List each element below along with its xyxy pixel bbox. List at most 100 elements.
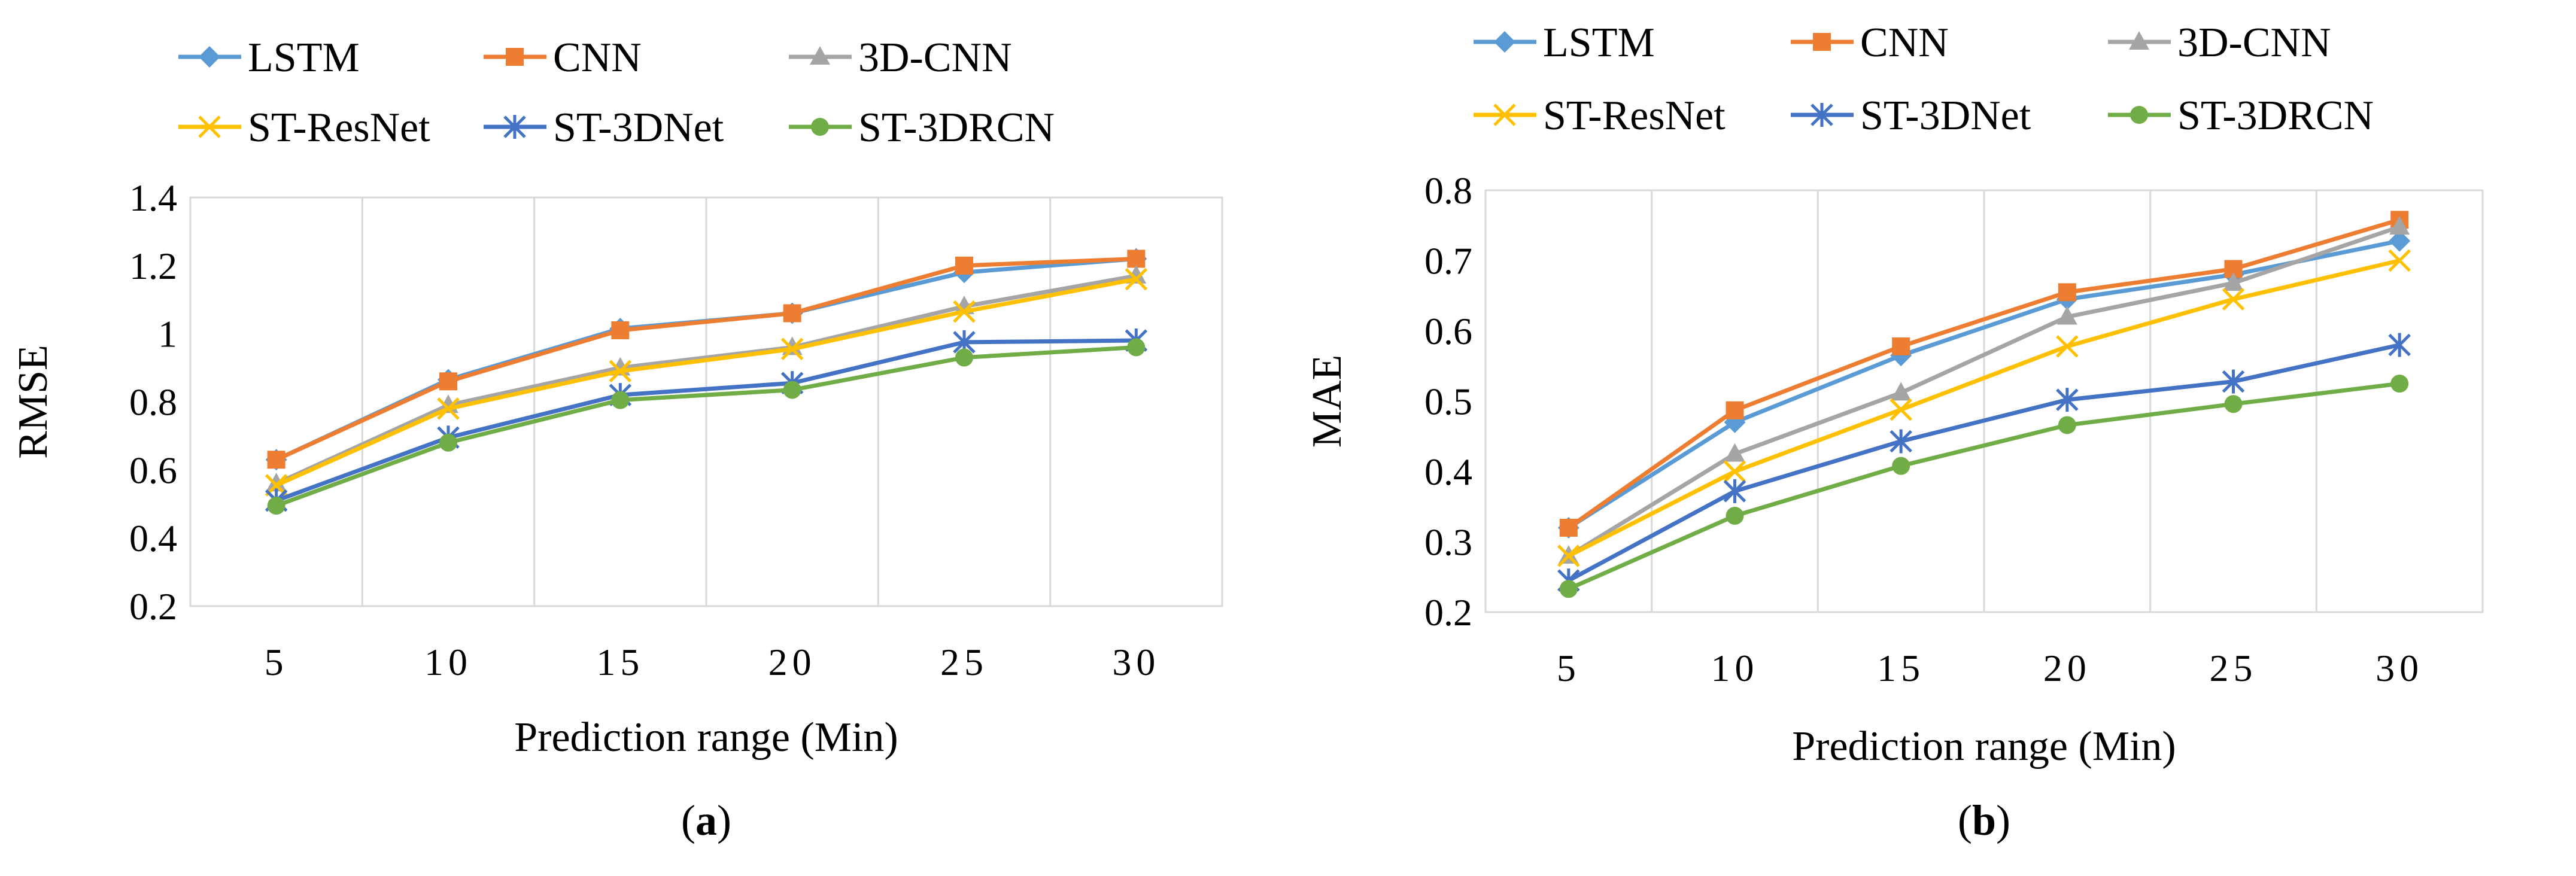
- data-point: [2058, 416, 2076, 434]
- x-axis-title: Prediction range (Min): [514, 714, 898, 761]
- legend-marker: [1493, 104, 1516, 126]
- legend-item: ST-3DNet: [484, 105, 724, 151]
- legend-marker: [1494, 31, 1515, 53]
- series-line: [1568, 224, 2401, 558]
- data-point: [1127, 250, 1146, 268]
- series-st-resnet: [265, 267, 1148, 497]
- x-tick-label: 30: [2375, 647, 2423, 689]
- y-tick-label: 0.4: [129, 517, 177, 559]
- y-axis-title: RMSE: [10, 345, 56, 459]
- data-point: [1559, 580, 1578, 598]
- legend-label: 3D-CNN: [2177, 20, 2331, 66]
- data-point: [1726, 507, 1744, 525]
- data-point: [955, 348, 973, 367]
- data-point: [1557, 545, 1580, 567]
- legend-label: ST-3DRCN: [2177, 93, 2374, 139]
- legend-label: ST-3DRCN: [858, 105, 1055, 151]
- series-line: [1567, 239, 2400, 530]
- chart-panel-b: 0.2 0.3 0.4 0.5 0.6 0.7 0.8 5 10 15 20 25 30 MAE Predi…: [1304, 20, 2484, 844]
- data-point: [609, 360, 632, 383]
- legend-marker: [199, 46, 220, 68]
- y-tick-label: 1.4: [129, 177, 177, 219]
- data-point: [1723, 479, 1746, 503]
- x-tick-label: 5: [1557, 647, 1581, 689]
- panel-caption: (a): [681, 796, 731, 844]
- x-axis-title: Prediction range (Min): [1792, 723, 2176, 769]
- legend-marker: [810, 46, 830, 65]
- series-cnn: [1559, 211, 2409, 537]
- x-tick-label: 5: [265, 641, 288, 683]
- data-point: [1892, 337, 1910, 355]
- x-tick-label: 10: [424, 641, 472, 683]
- series-line: [275, 256, 1137, 462]
- data-point: [2223, 272, 2244, 291]
- data-point: [955, 256, 973, 275]
- legend-marker: [811, 118, 829, 136]
- x-tick-label: 10: [1711, 647, 1759, 689]
- legend-marker: [2130, 106, 2148, 124]
- legend-label: ST-3DNet: [553, 105, 724, 151]
- data-point: [2222, 288, 2245, 311]
- series-line: [1568, 258, 2400, 558]
- legend-item: CNN: [484, 35, 642, 81]
- data-point: [2058, 283, 2076, 302]
- series-line: [1568, 381, 2400, 591]
- y-tick-label: 1.2: [129, 245, 177, 287]
- series-line: [1567, 217, 2401, 530]
- data-point: [2390, 375, 2409, 393]
- data-point: [1125, 267, 1148, 291]
- series-line: [275, 345, 1137, 508]
- series-line: [1568, 343, 2400, 583]
- data-point: [783, 304, 801, 323]
- data-point: [1892, 457, 1910, 475]
- data-point: [2056, 306, 2077, 325]
- data-point: [780, 337, 804, 361]
- data-point: [439, 372, 457, 391]
- legend-marker: [198, 115, 221, 138]
- data-point: [1723, 460, 1746, 483]
- x-tick-label: 25: [940, 641, 988, 683]
- legend-item: 3D-CNN: [2108, 20, 2331, 66]
- x-tick-label: 20: [2043, 647, 2091, 689]
- data-point: [1891, 382, 1912, 401]
- data-point: [2056, 388, 2079, 412]
- x-tick-label: 25: [2210, 647, 2258, 689]
- legend-label: LSTM: [248, 35, 360, 81]
- legend: LSTM CNN 3D-CNN ST-ResNet ST-3DNet ST-3DRCN: [1474, 20, 2374, 139]
- data-point: [267, 451, 285, 469]
- legend-item: 3D-CNN: [789, 35, 1012, 81]
- series-st-3drcn: [267, 338, 1146, 515]
- y-tick-label: 0.6: [129, 449, 177, 491]
- legend-label: CNN: [1860, 20, 1949, 66]
- series-line: [275, 273, 1137, 486]
- data-point: [953, 300, 976, 323]
- data-point: [2388, 249, 2411, 272]
- y-tick-label: 0.2: [129, 585, 177, 628]
- legend-marker: [1811, 103, 1833, 127]
- legend-label: ST-ResNet: [248, 105, 430, 151]
- x-tick-label: 15: [596, 641, 644, 683]
- data-point: [2224, 395, 2243, 413]
- data-point: [611, 391, 630, 409]
- legend-item: ST-3DRCN: [2108, 93, 2374, 139]
- y-tick-label: 0.3: [1424, 521, 1472, 564]
- data-point: [439, 433, 457, 452]
- data-point: [2388, 333, 2411, 357]
- legend-marker: [506, 48, 524, 66]
- series-st-resnet: [1557, 249, 2411, 567]
- y-tick-label: 0.5: [1424, 381, 1472, 423]
- data-point: [783, 381, 801, 399]
- legend-item: ST-ResNet: [178, 105, 430, 151]
- y-tick-label: 0.8: [1424, 169, 1472, 212]
- legend-item: LSTM: [178, 35, 360, 81]
- panel-caption: (b): [1958, 796, 2010, 844]
- legend-label: CNN: [553, 35, 642, 81]
- legend-label: ST-ResNet: [1543, 93, 1726, 139]
- legend-label: ST-3DNet: [1860, 93, 2031, 139]
- x-tick-label: 20: [768, 641, 816, 683]
- legend-item: ST-ResNet: [1474, 93, 1726, 139]
- data-point: [266, 473, 287, 492]
- legend-label: LSTM: [1543, 20, 1655, 66]
